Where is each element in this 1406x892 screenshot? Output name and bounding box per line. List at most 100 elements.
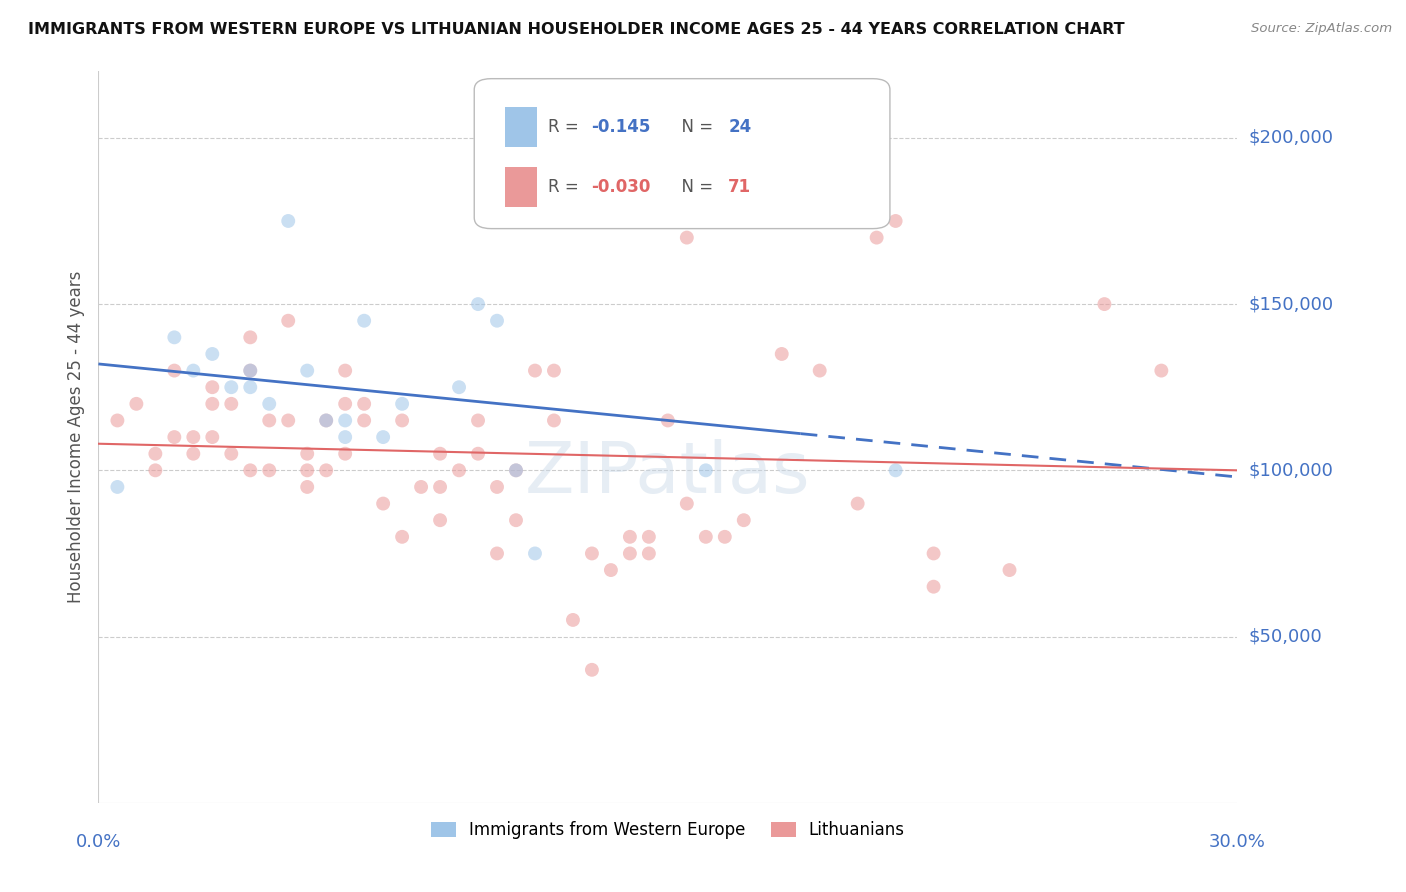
Point (866, 230, 889, 244)
Text: 24: 24 (728, 118, 751, 136)
Point (201, 347, 224, 361)
Point (239, 363, 262, 377)
Text: R =: R = (548, 178, 585, 196)
Point (676, 230, 699, 244)
Point (543, 363, 565, 377)
Point (505, 513, 527, 527)
Point (505, 463, 527, 477)
Point (239, 330, 262, 344)
Point (335, 430, 357, 444)
Point (581, 546, 603, 560)
Point (221, 380, 243, 394)
Point (884, 214, 907, 228)
Text: R =: R = (548, 118, 585, 136)
Point (221, 397, 243, 411)
Point (353, 413, 375, 427)
Point (145, 447, 167, 461)
Point (297, 363, 319, 377)
Point (239, 380, 262, 394)
Point (107, 480, 129, 494)
Point (581, 663, 603, 677)
Point (297, 480, 319, 494)
Point (201, 430, 224, 444)
Point (657, 413, 679, 427)
Point (391, 530, 413, 544)
Text: -0.030: -0.030 (592, 178, 651, 196)
Point (353, 397, 375, 411)
Point (600, 563, 623, 577)
Point (467, 413, 489, 427)
Point (884, 463, 907, 477)
Point (449, 380, 471, 394)
Point (524, 546, 547, 560)
Point (486, 546, 509, 560)
Text: 30.0%: 30.0% (1209, 833, 1265, 851)
Point (163, 363, 186, 377)
Text: Source: ZipAtlas.com: Source: ZipAtlas.com (1251, 22, 1392, 36)
Point (543, 413, 565, 427)
Point (183, 363, 205, 377)
Point (335, 397, 357, 411)
Point (486, 480, 509, 494)
Point (297, 447, 319, 461)
Point (467, 297, 489, 311)
Point (1150, 363, 1173, 377)
Text: N =: N = (671, 118, 718, 136)
Point (770, 347, 793, 361)
Text: IMMIGRANTS FROM WESTERN EUROPE VS LITHUANIAN HOUSEHOLDER INCOME AGES 25 - 44 YEA: IMMIGRANTS FROM WESTERN EUROPE VS LITHUA… (28, 22, 1125, 37)
FancyBboxPatch shape (505, 107, 537, 147)
Point (353, 314, 375, 328)
Point (714, 530, 737, 544)
Point (107, 413, 129, 427)
Point (259, 413, 281, 427)
Point (183, 430, 205, 444)
Text: $50,000: $50,000 (1249, 628, 1322, 646)
Point (335, 447, 357, 461)
Point (676, 497, 699, 511)
Legend: Immigrants from Western Europe, Lithuanians: Immigrants from Western Europe, Lithuani… (425, 814, 911, 846)
FancyBboxPatch shape (505, 167, 537, 208)
Point (922, 580, 945, 594)
Point (277, 214, 299, 228)
Point (808, 363, 831, 377)
Point (277, 413, 299, 427)
Point (315, 413, 337, 427)
Point (315, 463, 337, 477)
Point (429, 447, 451, 461)
Point (391, 397, 413, 411)
Point (145, 463, 167, 477)
Point (239, 463, 262, 477)
Point (638, 546, 661, 560)
Text: ZIPatlas: ZIPatlas (524, 439, 811, 508)
FancyBboxPatch shape (474, 78, 890, 228)
Text: N =: N = (671, 178, 718, 196)
Point (411, 480, 433, 494)
Text: $200,000: $200,000 (1249, 128, 1333, 147)
Point (259, 463, 281, 477)
Point (695, 530, 717, 544)
Point (277, 314, 299, 328)
Point (391, 413, 413, 427)
Point (183, 447, 205, 461)
Y-axis label: Householder Income Ages 25 - 44 years: Householder Income Ages 25 - 44 years (66, 271, 84, 603)
Point (619, 546, 641, 560)
Point (429, 513, 451, 527)
Point (221, 447, 243, 461)
Point (846, 497, 869, 511)
Point (429, 480, 451, 494)
Point (371, 497, 394, 511)
Point (486, 314, 509, 328)
Point (1094, 297, 1116, 311)
Point (467, 447, 489, 461)
Point (619, 530, 641, 544)
Text: -0.145: -0.145 (592, 118, 651, 136)
Point (163, 430, 186, 444)
Point (922, 546, 945, 560)
Point (505, 463, 527, 477)
Point (808, 214, 831, 228)
Point (335, 413, 357, 427)
Point (201, 380, 224, 394)
Point (259, 397, 281, 411)
Text: 71: 71 (728, 178, 751, 196)
Point (315, 413, 337, 427)
